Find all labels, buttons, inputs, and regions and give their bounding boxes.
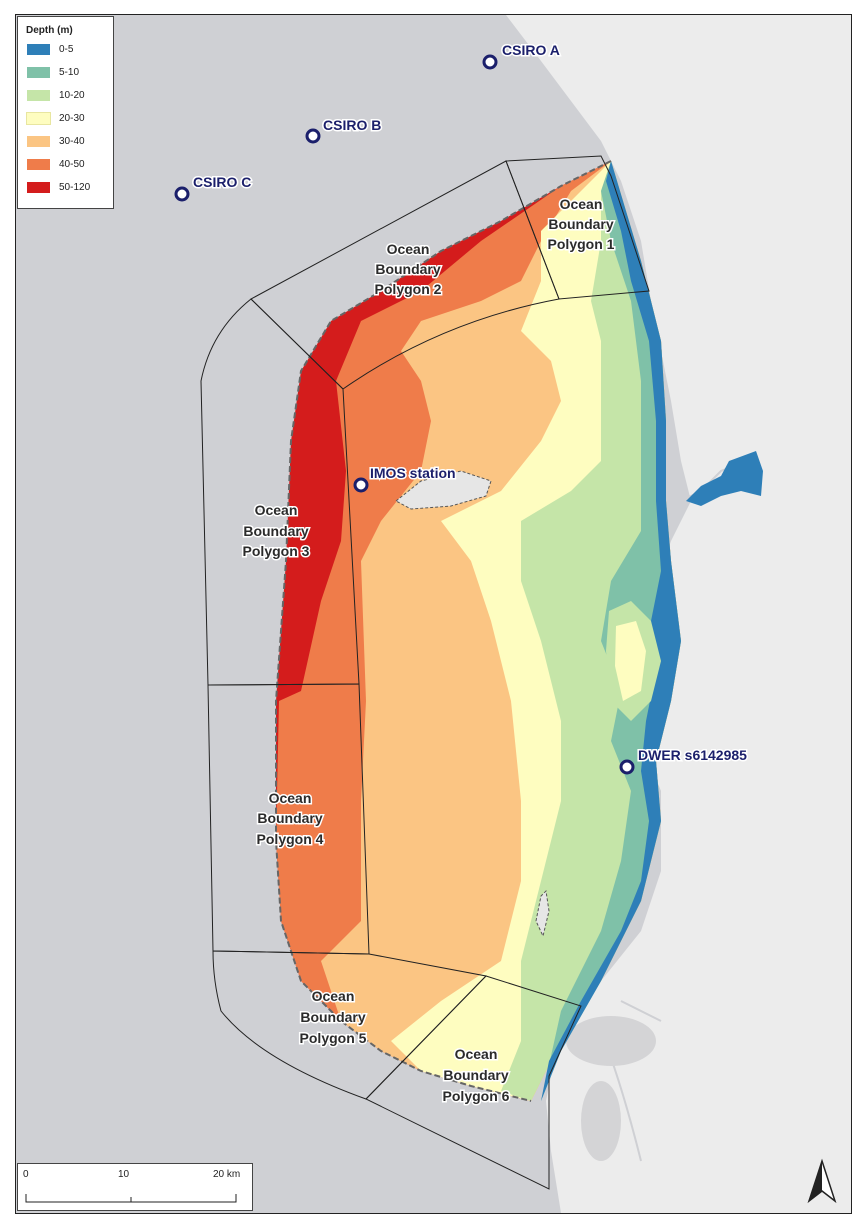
station-imos-marker[interactable] [353, 477, 369, 493]
legend-item: 50-120 [27, 179, 90, 195]
depth-zone-0-5 [541, 161, 681, 1101]
model-domain-boundary [275, 160, 612, 1102]
land-area [506, 15, 851, 1213]
legend-swatch [27, 181, 50, 193]
estuary [566, 1016, 656, 1066]
station-csiro-b-label: CSIRO B [323, 117, 381, 133]
polygon-2-label: Ocean Boundary Polygon 2 [375, 241, 442, 297]
station-csiro-c-marker[interactable] [174, 186, 190, 202]
legend-item: 5-10 [27, 64, 79, 80]
station-csiro-a-marker[interactable] [482, 54, 498, 70]
polygon-5-label: Ocean Boundary Polygon 5 [300, 988, 367, 1046]
legend-swatch [26, 111, 51, 125]
polygon-1-label: Ocean Boundary Polygon 1 [548, 196, 615, 252]
depth-legend: Depth (m) 0-5 5-10 10-20 20-30 30-40 40-… [17, 16, 114, 209]
island [535, 889, 550, 938]
legend-label: 50-120 [59, 181, 91, 193]
station-csiro-c-label: CSIRO C [193, 174, 251, 190]
scale-bar-graphic [25, 1194, 237, 1203]
polygon-6-label: Ocean Boundary Polygon 6 [443, 1046, 510, 1104]
legend-swatch [27, 135, 50, 147]
polygon-outlines [200, 155, 650, 1190]
station-dwer-marker[interactable] [619, 759, 635, 775]
legend-label: 10-20 [59, 89, 85, 101]
station-imos-label: IMOS station [370, 465, 456, 481]
legend-item: 10-20 [27, 87, 85, 103]
scale-tick-label: 10 [118, 1169, 130, 1180]
polygon-3-label: Ocean Boundary Polygon 3 [243, 502, 310, 559]
scale-tick-label: 0 [23, 1169, 29, 1180]
station-csiro-b-marker[interactable] [305, 128, 321, 144]
legend-swatch [27, 89, 50, 101]
north-arrow-icon [807, 1158, 837, 1204]
legend-item: 40-50 [27, 156, 85, 172]
legend-label: 30-40 [59, 135, 85, 147]
depth-map[interactable]: Ocean Boundary Polygon 1 Ocean Boundary Poly… [16, 15, 851, 1213]
station-dwer-label: DWER s6142985 [638, 747, 747, 763]
estuary [581, 1081, 621, 1161]
legend-label: 5-10 [59, 66, 80, 78]
legend-title: Depth (m) [26, 25, 73, 36]
depth-zone-0-5 [686, 451, 763, 506]
station-csiro-a-label: CSIRO A [502, 42, 560, 58]
legend-label: 20-30 [59, 112, 85, 124]
polygon-labels: Ocean Boundary Polygon 1 Ocean Boundary Poly… [241, 195, 616, 1106]
legend-label: 0-5 [59, 43, 74, 55]
legend-swatch [27, 66, 50, 78]
legend-swatch [27, 43, 50, 55]
legend-swatch [27, 158, 50, 170]
depth-zone-20-30 [615, 621, 646, 701]
scale-tick-label: 20 km [213, 1169, 241, 1180]
station-markers[interactable]: CSIRO A CSIRO B CSIRO C IMOS station DWE… [174, 41, 749, 775]
legend-item: 30-40 [27, 133, 85, 149]
island [395, 470, 492, 510]
map-frame[interactable]: Ocean Boundary Polygon 1 Ocean Boundary Poly… [15, 14, 852, 1214]
legend-item: 0-5 [27, 41, 73, 57]
scale-bar: 0 10 20 km [17, 1163, 253, 1211]
legend-label: 40-50 [59, 158, 85, 170]
polygon-4-label: Ocean Boundary Polygon 4 [257, 790, 324, 847]
legend-item: 20-30 [26, 110, 85, 126]
